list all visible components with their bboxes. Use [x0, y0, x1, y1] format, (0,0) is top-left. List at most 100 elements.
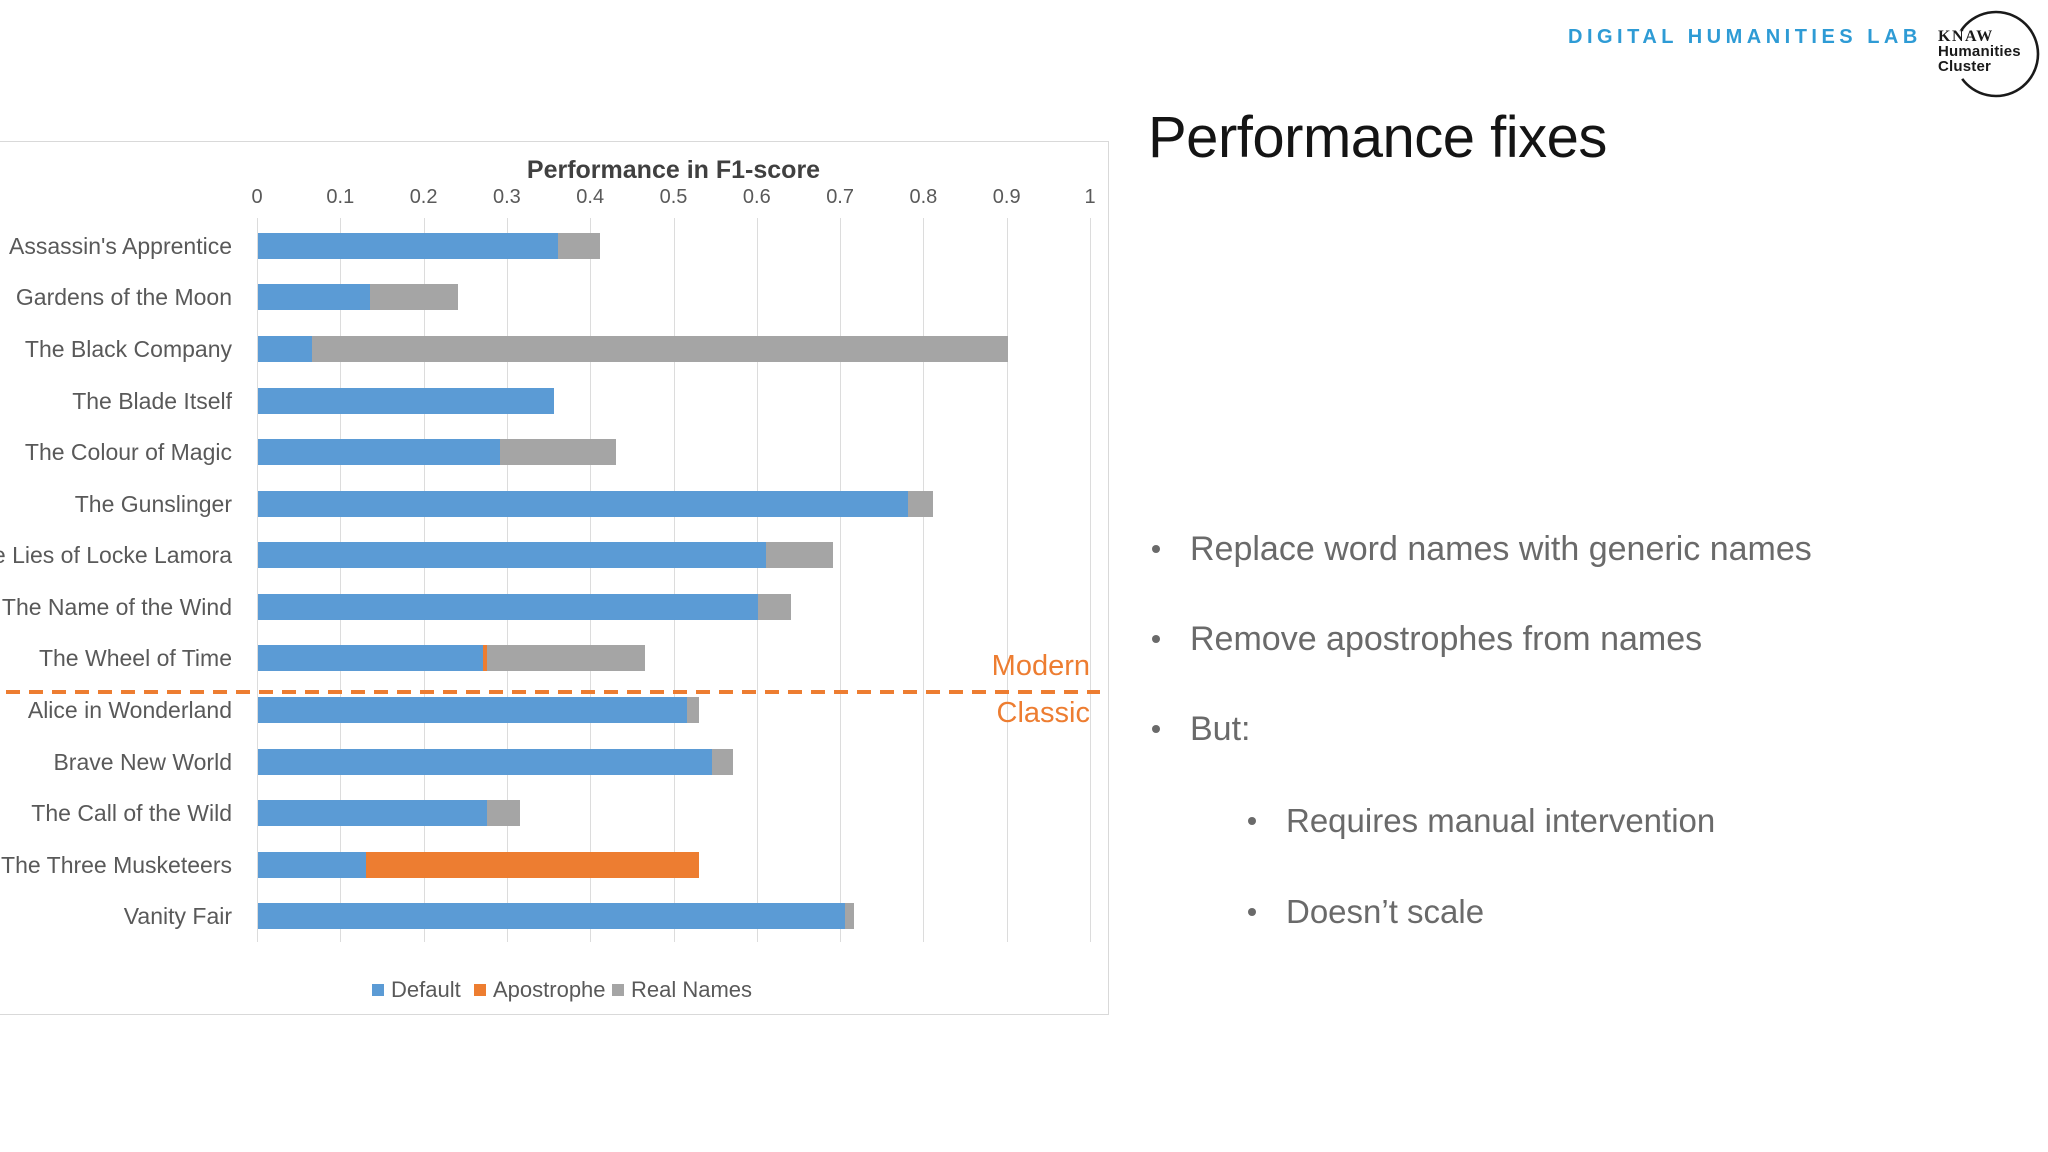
- gridline: [840, 218, 842, 942]
- gridline: [423, 218, 425, 942]
- x-axis-tick: 0.6: [742, 186, 771, 208]
- knaw-circle-icon: [1952, 10, 2040, 98]
- chart-frame: [0, 141, 1109, 1015]
- legend-label: Default: [391, 977, 461, 1002]
- gridline: [257, 218, 258, 942]
- x-axis-tick: 0: [251, 186, 263, 208]
- bar-segment-real-names: [907, 490, 933, 517]
- bullet-item: But:: [1152, 708, 1250, 750]
- category-label: The Black Company: [24, 335, 232, 362]
- gridline: [506, 218, 508, 942]
- x-axis-tick: 0.1: [326, 186, 355, 208]
- category-label: The Colour of Magic: [24, 439, 232, 466]
- legend-swatch-icon: [372, 984, 384, 996]
- knaw-logo-line1: KNAW: [1938, 28, 1994, 45]
- x-axis-tick: 0.9: [992, 186, 1021, 208]
- gridline: [673, 218, 675, 942]
- legend-item-real-names: Real Names: [612, 977, 752, 1003]
- category-label: The Gunslinger: [74, 490, 232, 517]
- bar-row: [258, 800, 521, 827]
- bar-segment-real-names: [557, 232, 600, 259]
- bar-segment-real-names: [757, 593, 792, 620]
- category-label: The Lies of Locke Lamora: [0, 542, 232, 569]
- bullet-item: Requires manual intervention: [1248, 800, 1715, 842]
- bar-segment-real-names: [711, 748, 733, 775]
- x-axis-tick: 0.8: [909, 186, 938, 208]
- gridline: [756, 218, 758, 942]
- digital-humanities-lab-wordmark: DIGITAL HUMANITIES LAB: [1568, 26, 1922, 48]
- bar-segment-default: [258, 284, 371, 311]
- bullet-dot-icon: [1152, 635, 1160, 643]
- bar-segment-real-names: [487, 800, 521, 827]
- category-label: The Call of the Wild: [31, 800, 232, 827]
- bar-segment-default: [258, 748, 712, 775]
- category-label: The Blade Itself: [72, 387, 232, 414]
- classic-label: Classic: [996, 697, 1090, 729]
- gridline: [1006, 218, 1008, 942]
- gridline: [340, 218, 342, 942]
- bar-segment-apostrophe: [366, 851, 700, 878]
- knaw-logo-text: KNAW Humanities Cluster: [1938, 28, 2021, 75]
- bar-segment-default: [258, 645, 483, 672]
- chart-title: Performance in F1-score: [526, 156, 821, 184]
- category-label: The Name of the Wind: [1, 593, 232, 620]
- knaw-logo-line3: Cluster: [1938, 58, 1992, 75]
- legend-label: Real Names: [631, 977, 753, 1002]
- gridline: [923, 218, 925, 942]
- category-label: The Wheel of Time: [38, 645, 232, 672]
- bar-segment-default: [258, 335, 313, 362]
- category-label: Gardens of the Moon: [15, 284, 232, 311]
- bullet-item: Remove apostrophes from names: [1152, 618, 1702, 660]
- bullet-text: But:: [1190, 709, 1251, 748]
- bullet-text: Doesn’t scale: [1286, 893, 1485, 930]
- bullet-dot-icon: [1248, 817, 1256, 825]
- category-label: Assassin's Apprentice: [8, 232, 232, 259]
- bar-row: [258, 542, 833, 569]
- bullet-dot-icon: [1152, 725, 1160, 733]
- bar-segment-default: [258, 903, 846, 930]
- bar-row: [258, 593, 792, 620]
- gridline: [1090, 218, 1091, 942]
- bar-row: [258, 284, 458, 311]
- bar-segment-default: [258, 593, 758, 620]
- bar-row: [258, 645, 646, 672]
- bar-segment-real-names: [487, 645, 646, 672]
- gridline: [590, 218, 592, 942]
- bar-row: [258, 439, 617, 466]
- bar-segment-real-names: [370, 284, 458, 311]
- bar-segment-default: [258, 439, 500, 466]
- bar-segment-real-names: [845, 903, 854, 930]
- x-axis-tick: 0.4: [576, 186, 605, 208]
- bar-row: [258, 335, 1008, 362]
- bullet-item: Doesn’t scale: [1248, 891, 1484, 933]
- bar-segment-real-names: [312, 335, 1008, 362]
- legend-item-apostrophe: Apostrophe: [474, 977, 606, 1003]
- bar-segment-default: [258, 387, 554, 414]
- x-axis-tick: 0.7: [826, 186, 854, 208]
- bar-segment-default: [258, 696, 687, 723]
- x-axis-tick: 0.2: [409, 186, 438, 208]
- bullet-text: Replace word names with generic names: [1190, 529, 1812, 568]
- category-label: Vanity Fair: [123, 903, 232, 930]
- bullet-item: Replace word names with generic names: [1152, 528, 1812, 570]
- legend-label: Apostrophe: [493, 977, 606, 1002]
- bullet-dot-icon: [1248, 908, 1256, 916]
- legend-swatch-icon: [474, 984, 486, 996]
- bar-segment-real-names: [686, 696, 700, 723]
- x-axis-tick: 1: [1084, 186, 1096, 208]
- bar-segment-real-names: [499, 439, 617, 466]
- x-axis-tick: 0.3: [492, 186, 521, 208]
- bar-row: [258, 903, 854, 930]
- bullet-dot-icon: [1152, 545, 1160, 553]
- bullet-text: Remove apostrophes from names: [1190, 619, 1703, 658]
- bar-segment-default: [258, 542, 767, 569]
- legend-item-default: Default: [372, 977, 461, 1003]
- bar-segment-apostrophe: [482, 645, 488, 672]
- bar-segment-default: [258, 232, 558, 259]
- page-title: Performance fixes: [1148, 105, 1607, 170]
- bar-row: [258, 696, 700, 723]
- bar-row: [258, 851, 700, 878]
- legend-swatch-icon: [612, 984, 624, 996]
- bar-row: [258, 232, 600, 259]
